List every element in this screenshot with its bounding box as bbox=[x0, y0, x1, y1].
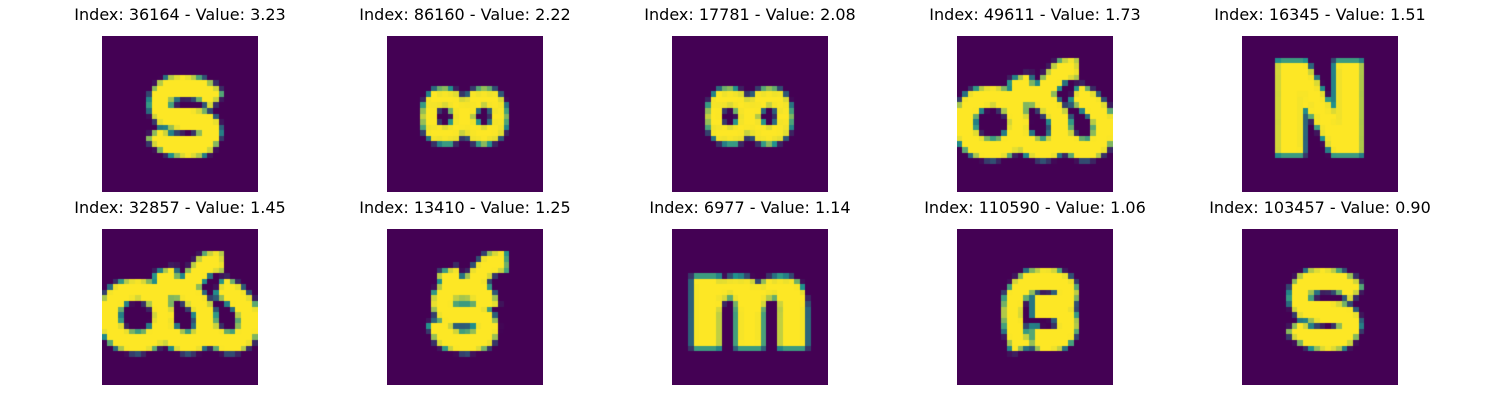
glyph-heatmap-image bbox=[102, 36, 258, 192]
panel-title: Index: 86160 - Value: 2.22 bbox=[359, 5, 571, 24]
glyph-heatmap-image bbox=[957, 229, 1113, 385]
glyph-heatmap-image bbox=[1242, 229, 1398, 385]
panel-title: Index: 17781 - Value: 2.08 bbox=[644, 5, 856, 24]
glyph-heatmap-image bbox=[957, 36, 1113, 192]
glyph-heatmap-image bbox=[1242, 36, 1398, 192]
panel-title: Index: 36164 - Value: 3.23 bbox=[74, 5, 286, 24]
image-panel: Index: 16345 - Value: 1.51 bbox=[1190, 0, 1450, 192]
glyph-heatmap-image bbox=[387, 36, 543, 192]
image-panel: Index: 13410 - Value: 1.25 bbox=[335, 193, 595, 385]
glyph-heatmap-image bbox=[672, 36, 828, 192]
image-panel: Index: 32857 - Value: 1.45 bbox=[50, 193, 310, 385]
panel-title: Index: 49611 - Value: 1.73 bbox=[929, 5, 1141, 24]
image-panel: Index: 103457 - Value: 0.90 bbox=[1190, 193, 1450, 385]
panel-title: Index: 110590 - Value: 1.06 bbox=[924, 198, 1146, 217]
panel-title: Index: 16345 - Value: 1.51 bbox=[1214, 5, 1426, 24]
image-panel: Index: 49611 - Value: 1.73 bbox=[905, 0, 1165, 192]
glyph-heatmap-image bbox=[387, 229, 543, 385]
image-panel: Index: 110590 - Value: 1.06 bbox=[905, 193, 1165, 385]
glyph-heatmap-image bbox=[102, 229, 258, 385]
glyph-heatmap-image bbox=[672, 229, 828, 385]
panel-title: Index: 13410 - Value: 1.25 bbox=[359, 198, 571, 217]
panel-title: Index: 32857 - Value: 1.45 bbox=[74, 198, 286, 217]
image-panel: Index: 36164 - Value: 3.23 bbox=[50, 0, 310, 192]
image-panel: Index: 86160 - Value: 2.22 bbox=[335, 0, 595, 192]
panel-title: Index: 103457 - Value: 0.90 bbox=[1209, 198, 1431, 217]
panel-title: Index: 6977 - Value: 1.14 bbox=[649, 198, 851, 217]
image-panel: Index: 17781 - Value: 2.08 bbox=[620, 0, 880, 192]
image-panel: Index: 6977 - Value: 1.14 bbox=[620, 193, 880, 385]
